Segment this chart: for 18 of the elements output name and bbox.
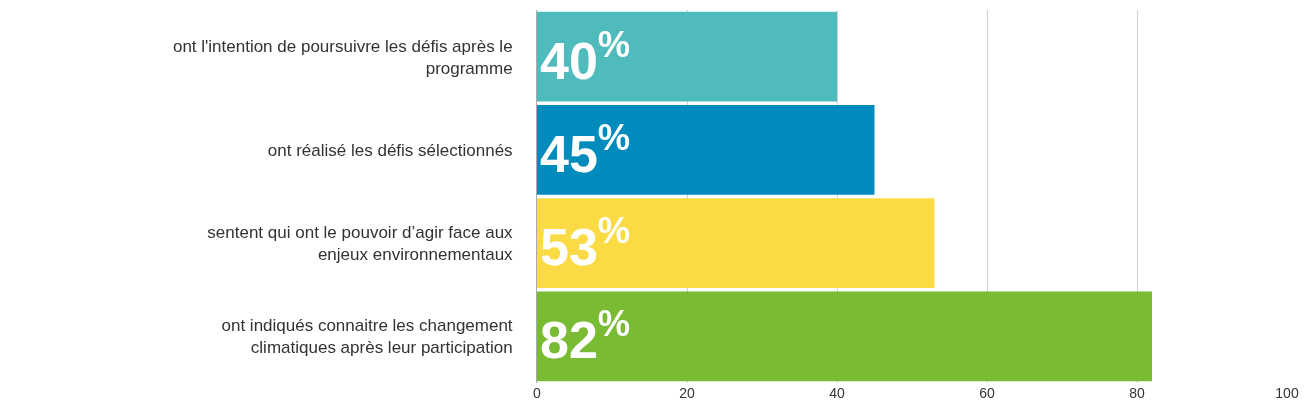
x-tick-label: 20 bbox=[679, 385, 695, 401]
data-label: 53$^{%}$ bbox=[540, 210, 631, 277]
bar bbox=[537, 198, 935, 288]
bar bbox=[537, 291, 1152, 382]
x-tick-label: 0 bbox=[533, 385, 542, 401]
x-tick-label: 100 bbox=[1275, 385, 1299, 401]
y-tick-label: ont indiqués connaitre les changement climatiques après leur participation bbox=[221, 316, 513, 358]
bar bbox=[537, 105, 875, 195]
data-label: 82$^{%}$ bbox=[540, 303, 631, 370]
y-tick-label: ont l'intention de poursuivre les défis après le programme bbox=[172, 36, 513, 78]
data-label: 45$^{%}$ bbox=[540, 116, 631, 183]
y-tick-label: sentent qui ont le pouvoir d’agir face aux enjeux environnementaux bbox=[207, 223, 514, 265]
x-tick-label: 40 bbox=[829, 385, 845, 401]
x-tick-label: 80 bbox=[1129, 385, 1145, 401]
y-tick-label: ont réalisé les défis sélectionnés bbox=[267, 140, 513, 160]
bar bbox=[537, 11, 837, 102]
data-label: 40$^{%}$ bbox=[540, 23, 631, 90]
x-tick-label: 60 bbox=[979, 385, 995, 401]
